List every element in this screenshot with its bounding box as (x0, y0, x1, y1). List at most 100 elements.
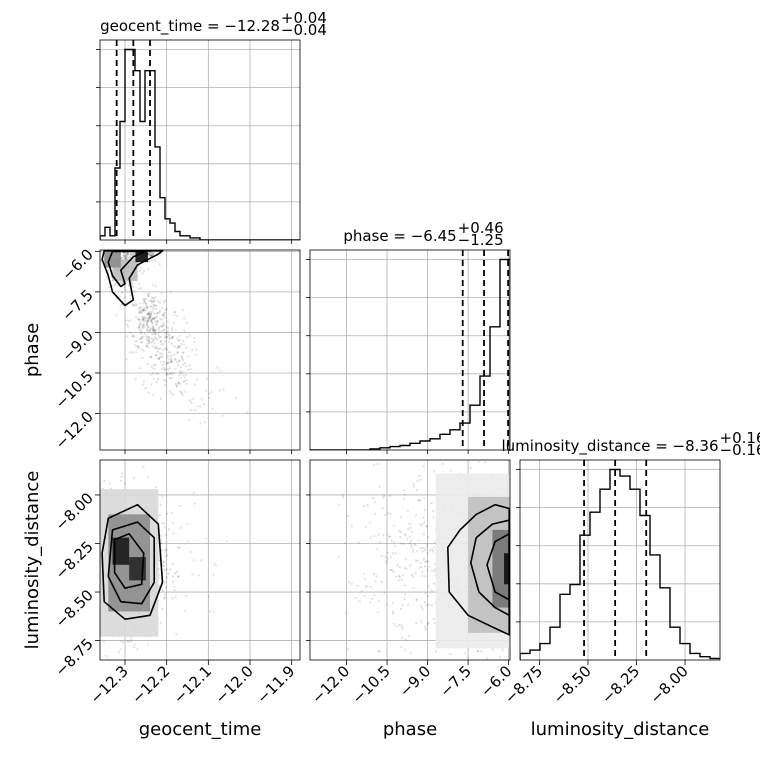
sample-point (166, 335, 169, 339)
sample-point (141, 335, 144, 338)
sample-point (136, 648, 139, 651)
sample-point (499, 656, 502, 659)
sample-point (166, 348, 169, 351)
sample-point (384, 561, 387, 564)
sample-point (152, 329, 155, 332)
sample-point (182, 380, 185, 383)
sample-point (119, 281, 122, 284)
sample-point (146, 644, 149, 647)
sample-point (185, 321, 188, 324)
sample-point (147, 253, 150, 256)
sample-point (395, 575, 398, 578)
sample-point (150, 259, 153, 262)
sample-point (419, 499, 422, 502)
sample-point (165, 553, 168, 556)
sample-point (158, 263, 161, 266)
sample-point (163, 593, 167, 596)
sample-point (123, 255, 126, 258)
sample-point (178, 345, 181, 348)
sample-point (501, 648, 504, 651)
sample-point (125, 323, 128, 326)
sample-point (426, 545, 429, 548)
sample-point (337, 503, 340, 506)
sample-point (157, 300, 160, 303)
sample-point (155, 372, 158, 375)
panel-title: geocent_time = −12.28 (100, 17, 280, 36)
sample-point (154, 295, 157, 299)
sample-point (390, 539, 393, 542)
sample-point (143, 316, 147, 319)
sample-point (146, 342, 149, 345)
sample-point (124, 296, 127, 299)
sample-point (162, 560, 165, 564)
sample-point (145, 345, 148, 348)
sample-point (388, 535, 392, 538)
sample-point (143, 300, 146, 303)
sample-point (151, 317, 154, 320)
sample-point (160, 306, 164, 309)
sample-point (164, 348, 167, 351)
sample-point (163, 366, 166, 369)
sample-point (146, 313, 149, 316)
sample-point (145, 336, 148, 339)
sample-point (419, 523, 422, 526)
sample-point (143, 332, 146, 335)
sample-point (383, 591, 386, 594)
sample-point (408, 522, 411, 526)
sample-point (150, 254, 153, 257)
sample-point (208, 392, 211, 395)
sample-point (147, 326, 150, 329)
sample-point (147, 316, 150, 319)
sample-point (138, 318, 141, 321)
sample-point (390, 568, 394, 572)
sample-point (164, 548, 167, 551)
panel-frame (99, 39, 301, 241)
sample-point (158, 336, 161, 339)
x-axis-label: phase (383, 719, 437, 740)
sample-point (156, 350, 159, 353)
sample-point (152, 394, 155, 397)
sample-point (186, 523, 189, 526)
sample-point (151, 254, 154, 257)
sample-point (412, 548, 415, 551)
sample-point (178, 334, 181, 338)
sample-point (163, 597, 166, 600)
sample-point (157, 334, 160, 337)
sample-point (373, 535, 376, 538)
sample-point (102, 640, 106, 643)
sample-point (127, 640, 131, 643)
sample-point (164, 368, 167, 371)
sample-point (151, 327, 154, 330)
sample-point (368, 521, 371, 524)
sample-point (156, 338, 159, 341)
sample-point (386, 557, 389, 560)
sample-point (146, 313, 149, 316)
density-cell (112, 537, 130, 565)
sample-point (148, 336, 151, 339)
sample-point (138, 347, 141, 350)
sample-point (401, 573, 404, 577)
sample-point (406, 537, 409, 541)
hist-panel-phase: phase = −6.45 +0.46−1.25 (306, 219, 510, 450)
contour-line (107, 521, 155, 605)
sample-point (129, 255, 132, 259)
sample-point (380, 580, 383, 584)
sample-point (154, 320, 157, 323)
sample-point (188, 419, 191, 422)
sample-point (147, 252, 150, 256)
sample-point (126, 640, 129, 643)
sample-point (400, 637, 403, 640)
sample-point (183, 380, 186, 383)
sample-point (203, 421, 206, 424)
sample-point (139, 338, 142, 341)
sample-point (155, 486, 158, 489)
sample-point (160, 325, 163, 328)
sample-point (174, 329, 177, 332)
sample-point (403, 489, 406, 492)
sample-point (145, 304, 148, 307)
sample-point (150, 341, 153, 344)
sample-point (146, 307, 149, 310)
sample-point (385, 533, 388, 536)
sample-point (174, 358, 177, 361)
sample-point (121, 291, 124, 294)
